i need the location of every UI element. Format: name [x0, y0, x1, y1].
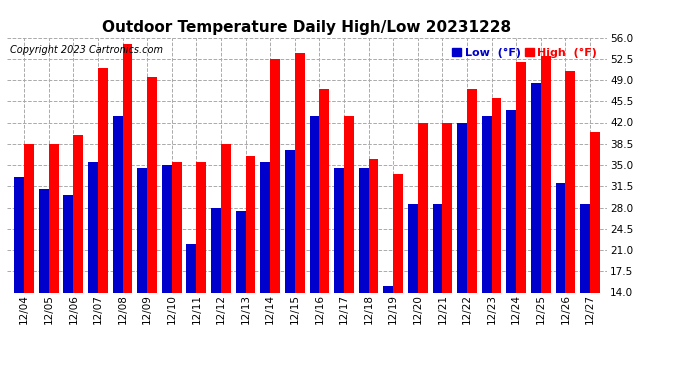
- Bar: [73, 135, 83, 292]
- Bar: [246, 156, 255, 292]
- Bar: [359, 168, 368, 292]
- Bar: [442, 123, 452, 292]
- Bar: [14, 177, 24, 292]
- Bar: [88, 162, 98, 292]
- Bar: [491, 98, 502, 292]
- Bar: [162, 165, 172, 292]
- Bar: [368, 159, 378, 292]
- Bar: [555, 183, 565, 292]
- Bar: [123, 44, 132, 292]
- Bar: [172, 162, 181, 292]
- Bar: [197, 162, 206, 292]
- Bar: [221, 144, 230, 292]
- Bar: [506, 110, 516, 292]
- Bar: [319, 89, 329, 292]
- Bar: [433, 204, 442, 292]
- Bar: [344, 116, 354, 292]
- Bar: [384, 286, 393, 292]
- Bar: [393, 174, 403, 292]
- Text: Copyright 2023 Cartronics.com: Copyright 2023 Cartronics.com: [10, 45, 163, 55]
- Bar: [580, 204, 590, 292]
- Bar: [482, 116, 491, 292]
- Bar: [310, 116, 319, 292]
- Bar: [137, 168, 147, 292]
- Bar: [39, 189, 49, 292]
- Bar: [236, 210, 246, 292]
- Bar: [408, 204, 417, 292]
- Bar: [49, 144, 59, 292]
- Bar: [565, 71, 575, 292]
- Bar: [590, 132, 600, 292]
- Bar: [467, 89, 477, 292]
- Bar: [112, 116, 123, 292]
- Bar: [531, 83, 541, 292]
- Bar: [541, 56, 551, 292]
- Bar: [417, 123, 428, 292]
- Bar: [516, 62, 526, 292]
- Bar: [270, 59, 280, 292]
- Bar: [334, 168, 344, 292]
- Bar: [211, 207, 221, 292]
- Bar: [63, 195, 73, 292]
- Bar: [457, 123, 467, 292]
- Bar: [260, 162, 270, 292]
- Legend: Low  (°F), High  (°F): Low (°F), High (°F): [448, 43, 602, 62]
- Bar: [295, 53, 304, 292]
- Bar: [98, 68, 108, 292]
- Title: Outdoor Temperature Daily High/Low 20231228: Outdoor Temperature Daily High/Low 20231…: [103, 20, 511, 35]
- Bar: [147, 77, 157, 292]
- Bar: [186, 244, 197, 292]
- Bar: [24, 144, 34, 292]
- Bar: [285, 150, 295, 292]
